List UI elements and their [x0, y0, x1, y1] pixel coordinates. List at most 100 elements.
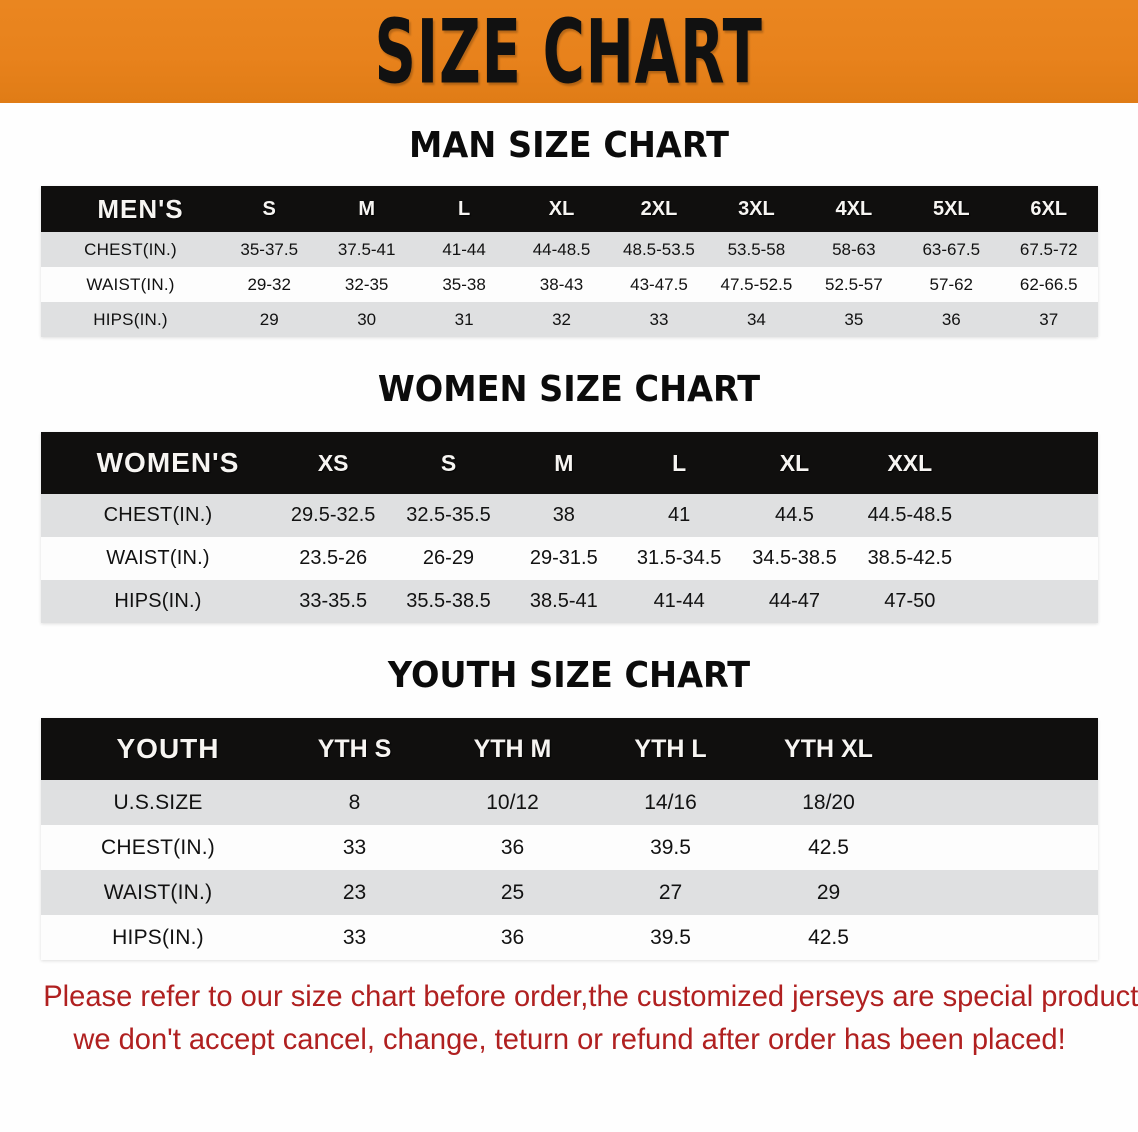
order-policy-note-line-2: we don't accept cancel, change, teturn o…	[72, 1022, 1066, 1056]
man-cell-2-5: 34	[746, 309, 766, 329]
man-cell-0-7: 63-67.5	[922, 239, 981, 259]
women-cell-2-5: 47-50	[884, 590, 936, 612]
women-table-body: CHEST(IN.) 29.5-32.5 32.5-35.5 38 41 44.…	[40, 494, 1098, 623]
man-cell-1-0: 29-32	[247, 274, 291, 294]
women-cell-0-3: 41	[668, 504, 691, 526]
women-cell-1-0: 23.5-26	[299, 547, 368, 569]
women-cell-2-3: 41-44	[653, 590, 705, 612]
man-cell-1-2: 35-38	[442, 274, 486, 294]
man-size-table-wrapper: MEN'S S M L XL 2XL 3XL 4XL 5XL 6XL CHEST…	[40, 186, 1098, 337]
youth-cell-spacer-1	[908, 825, 1098, 870]
man-cell-2-8: 37	[1039, 309, 1059, 329]
table-row: WAIST(IN.) 29-32 32-35 35-38 38-43 43-47…	[40, 267, 1098, 302]
man-col-header-0: S	[262, 197, 276, 220]
man-cell-1-8: 62-66.5	[1019, 274, 1078, 294]
youth-cell-3-0: 33	[342, 925, 367, 949]
table-row: HIPS(IN.) 33 36 39.5 42.5	[40, 915, 1098, 960]
youth-cell-0-1: 10/12	[486, 790, 539, 814]
women-cell-2-0: 33-35.5	[299, 590, 368, 612]
youth-cell-3-3: 42.5	[808, 925, 849, 949]
women-col-header-5: XXL	[887, 449, 933, 476]
youth-corner-label: YOUTH	[116, 733, 220, 764]
man-cell-1-1: 32-35	[344, 274, 389, 294]
man-table-body: CHEST(IN.) 35-37.5 37.5-41 41-44 44-48.5…	[40, 232, 1098, 337]
women-cell-1-3: 31.5-34.5	[636, 547, 722, 569]
table-row: CHEST(IN.) 33 36 39.5 42.5	[40, 825, 1098, 870]
man-cell-2-1: 30	[357, 309, 377, 329]
women-cell-0-1: 32.5-35.5	[406, 504, 491, 526]
women-col-header-0: XS	[317, 449, 349, 476]
women-cell-0-0: 29.5-32.5	[290, 504, 376, 526]
youth-cell-0-2: 14/16	[644, 790, 697, 814]
women-cell-1-5: 38.5-42.5	[867, 547, 953, 569]
man-cell-0-8: 67.5-72	[1019, 239, 1078, 259]
man-cell-2-4: 33	[649, 309, 669, 329]
man-cell-0-4: 48.5-53.5	[623, 239, 695, 259]
women-col-header-3: L	[672, 449, 687, 476]
man-col-header-8: 6XL	[1030, 197, 1068, 220]
table-row: WAIST(IN.) 23 25 27 29	[40, 870, 1098, 915]
women-cell-2-2: 38.5-41	[529, 590, 598, 612]
women-row-label-1: WAIST(IN.)	[106, 547, 210, 569]
man-row-label-1: WAIST(IN.)	[86, 274, 175, 294]
youth-cell-1-3: 42.5	[808, 835, 849, 859]
women-header-row: WOMEN'S XS S M L XL XXL	[40, 432, 1098, 494]
man-cell-1-6: 52.5-57	[825, 274, 883, 294]
youth-cell-2-3: 29	[816, 880, 841, 904]
women-corner-label: WOMEN'S	[96, 447, 240, 478]
youth-row-label-1: CHEST(IN.)	[101, 835, 215, 859]
youth-cell-spacer-2	[908, 870, 1098, 915]
man-col-header-1: M	[358, 197, 375, 220]
man-corner-label: MEN'S	[97, 193, 184, 224]
man-col-header-6: 4XL	[835, 197, 873, 220]
table-row: U.S.SIZE 8 10/12 14/16 18/20	[40, 780, 1098, 825]
women-table-head: WOMEN'S XS S M L XL XXL	[40, 432, 1098, 494]
youth-header-spacer	[908, 718, 1098, 780]
order-policy-note-line-1: Please refer to our size chart before or…	[42, 980, 1138, 1013]
man-cell-2-2: 31	[454, 309, 474, 329]
man-col-header-2: L	[457, 197, 471, 220]
youth-row-label-3: HIPS(IN.)	[112, 925, 204, 949]
table-row: CHEST(IN.) 29.5-32.5 32.5-35.5 38 41 44.…	[40, 494, 1098, 537]
youth-cell-2-0: 23	[342, 880, 367, 904]
man-col-header-7: 5XL	[932, 197, 970, 220]
youth-col-header-2: YTH L	[634, 734, 707, 763]
women-size-table: WOMEN'S XS S M L XL XXL CHEST(IN.) 29.5-…	[40, 432, 1098, 623]
man-cell-2-0: 29	[259, 309, 279, 329]
man-cell-1-7: 57-62	[929, 274, 974, 294]
order-policy-note: Please refer to our size chart before or…	[42, 976, 1138, 1061]
table-row: CHEST(IN.) 35-37.5 37.5-41 41-44 44-48.5…	[40, 232, 1098, 267]
man-cell-0-5: 53.5-58	[727, 239, 786, 259]
women-cell-spacer-1	[968, 537, 1098, 580]
man-row-label-2: HIPS(IN.)	[93, 309, 168, 329]
women-section-title: WOMEN SIZE CHART	[377, 369, 761, 410]
man-cell-0-2: 41-44	[442, 239, 486, 259]
women-cell-1-2: 29-31.5	[529, 547, 598, 569]
man-row-label-0: CHEST(IN.)	[84, 239, 177, 259]
man-cell-2-7: 36	[941, 309, 961, 329]
man-cell-1-4: 43-47.5	[630, 274, 688, 294]
man-cell-0-1: 37.5-41	[337, 239, 396, 259]
man-section-title: MAN SIZE CHART	[409, 125, 729, 166]
women-cell-0-5: 44.5-48.5	[867, 504, 953, 526]
man-cell-1-5: 47.5-52.5	[720, 274, 793, 294]
man-header-row: MEN'S S M L XL 2XL 3XL 4XL 5XL 6XL	[40, 186, 1098, 232]
man-cell-2-3: 32	[552, 309, 571, 329]
page-title: SIZE CHART	[374, 0, 764, 103]
women-cell-0-2: 38	[552, 504, 575, 526]
women-cell-2-4: 44-47	[768, 590, 821, 612]
women-col-header-1: S	[440, 449, 457, 476]
youth-cell-0-0: 8	[348, 790, 361, 814]
youth-table-body: U.S.SIZE 8 10/12 14/16 18/20 CHEST(IN.) …	[40, 780, 1098, 960]
women-header-spacer	[968, 432, 1098, 494]
women-cell-2-1: 35.5-38.5	[406, 590, 491, 612]
youth-cell-spacer-0	[908, 780, 1098, 825]
youth-col-header-3: YTH XL	[784, 734, 873, 763]
page-banner: SIZE CHART	[0, 0, 1138, 103]
youth-col-header-0: YTH S	[317, 734, 392, 763]
man-col-header-5: 3XL	[738, 197, 775, 220]
man-col-header-3: XL	[548, 197, 575, 220]
youth-cell-2-2: 27	[658, 880, 683, 904]
table-row: HIPS(IN.) 33-35.5 35.5-38.5 38.5-41 41-4…	[40, 580, 1098, 623]
youth-cell-0-3: 18/20	[802, 790, 855, 814]
